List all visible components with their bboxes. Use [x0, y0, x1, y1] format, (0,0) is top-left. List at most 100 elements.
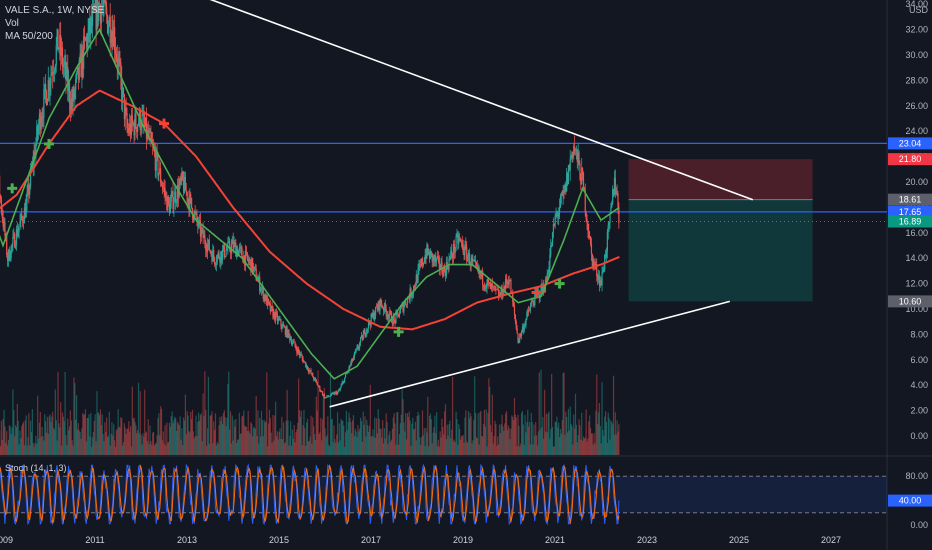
candle-body [329, 396, 331, 398]
volume-bar [157, 418, 159, 455]
volume-bar [592, 444, 594, 455]
candle-body [217, 252, 219, 256]
candle-body [341, 383, 343, 386]
volume-bar [498, 424, 501, 455]
volume-bar [168, 442, 170, 455]
volume-bar [77, 423, 79, 455]
volume-bar [104, 422, 106, 455]
candle-body [294, 341, 296, 347]
volume-bar [336, 412, 339, 455]
volume-bar [358, 431, 360, 455]
candle-body [142, 113, 144, 115]
volume-bar [382, 419, 384, 455]
volume-bar [325, 437, 327, 455]
price-tick-label: 32.00 [905, 25, 928, 35]
volume-bar [474, 413, 477, 455]
volume-bar [494, 420, 496, 455]
volume-bar [516, 446, 518, 455]
candle-body [21, 213, 23, 218]
candle-body [427, 244, 429, 254]
candle-body [370, 314, 372, 326]
volume-bar [33, 446, 35, 455]
candle-body [527, 310, 529, 313]
candle-body [103, 0, 105, 7]
volume-bar [461, 436, 463, 455]
candle-body [306, 365, 308, 368]
candle-body [575, 149, 578, 151]
candle-body [44, 84, 46, 90]
volume-bar [426, 432, 428, 455]
candle-body [53, 73, 55, 75]
volume-bar [70, 420, 72, 455]
candle-body [71, 98, 73, 107]
candle-body [542, 284, 544, 291]
candle-body [244, 251, 247, 266]
candle-body [608, 222, 610, 225]
candle-body [528, 310, 531, 312]
volume-bar [257, 410, 259, 455]
candle-body [61, 47, 64, 67]
death-cross-marker [531, 287, 542, 298]
volume-bar [61, 412, 64, 455]
volume-bar [413, 428, 415, 455]
candle-body [545, 279, 547, 282]
stoch-legend[interactable]: Stoch (14, 1, 3) [5, 463, 67, 473]
candle-body [334, 392, 336, 395]
candle-body [157, 154, 159, 176]
candle-body [582, 172, 585, 188]
volume-bar [206, 428, 209, 455]
volume-bar [436, 446, 439, 455]
candle-body [605, 254, 607, 257]
symbol-label[interactable]: VALE S.A., 1W, NYSE [5, 5, 105, 16]
volume-bar [504, 423, 506, 455]
price-tick-label: 0.00 [910, 431, 928, 441]
candle-body [358, 347, 360, 349]
volume-bar [468, 418, 470, 455]
candle-body [562, 191, 564, 196]
ma-label[interactable]: MA 50/200 [5, 31, 53, 42]
candle-body [77, 67, 79, 80]
time-tick-label: 2017 [361, 535, 381, 545]
volume-bar [38, 422, 41, 455]
candle-body [518, 339, 520, 343]
candle-body [268, 302, 271, 304]
volume-bar [65, 435, 67, 455]
candle-body [309, 370, 311, 372]
candle-body [524, 324, 526, 326]
volume-bar [563, 372, 565, 455]
candle-body [572, 151, 574, 156]
volume-bar [419, 437, 421, 455]
candle-body [275, 312, 278, 314]
candle-body [17, 231, 19, 237]
volume-label[interactable]: Vol [5, 18, 19, 29]
volume-bar [399, 423, 401, 455]
candle-body [553, 223, 555, 226]
volume-bar [62, 416, 64, 455]
candle-body [365, 334, 367, 336]
candle-body [45, 84, 47, 92]
volume-bar [1, 439, 3, 455]
candle-body [176, 185, 179, 202]
volume-bar [323, 387, 325, 455]
price-badge-label: 16.89 [899, 216, 922, 226]
candle-body [392, 316, 394, 325]
candle-body [278, 318, 280, 320]
volume-bar [124, 427, 126, 455]
price-badge: 16.89 [888, 215, 932, 228]
volume-bar [86, 417, 88, 455]
candle-body [63, 64, 65, 67]
volume-bar [313, 434, 316, 455]
candle-body [348, 366, 350, 371]
volume-bar [528, 426, 530, 455]
candle-body [496, 289, 498, 291]
candle-body [292, 341, 294, 343]
candle-body [144, 122, 146, 127]
golden-cross-marker [393, 326, 404, 337]
volume-bar [443, 434, 445, 455]
candle-body [463, 252, 465, 256]
candle-body [298, 348, 300, 353]
candle-body [150, 131, 152, 140]
volume-bar [15, 427, 18, 455]
volume-bar [493, 435, 495, 455]
